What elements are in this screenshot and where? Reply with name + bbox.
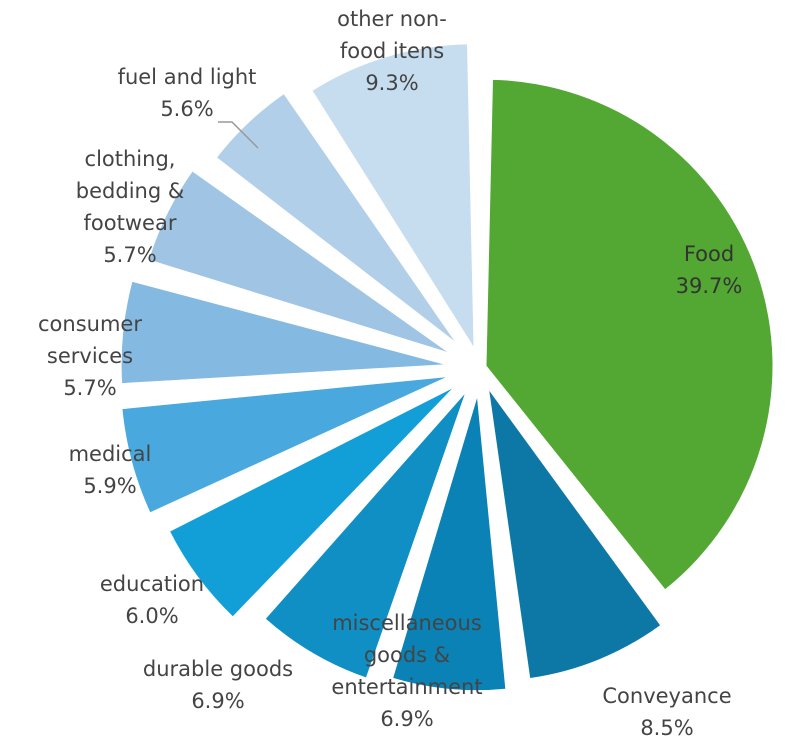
slice-category-label: fuel and light [118,65,257,89]
slice-value-label: 39.7% [676,274,743,298]
slice-value-label: 5.7% [63,376,116,400]
pie-slice [265,394,465,678]
slice-category-label: other non- [337,7,447,31]
slice-value-label: 5.9% [83,474,136,498]
slice-category-label: services [47,344,133,368]
slice-category-label: footwear [84,211,177,235]
slice-category-label: consumer [38,312,142,336]
slice-category-label: education [100,572,204,596]
pie-slice [486,79,773,590]
slice-category-label: Conveyance [602,684,731,708]
slice-value-label: 5.7% [103,243,156,267]
slice-value-label: 9.3% [365,71,418,95]
slice-category-label: food itens [340,39,444,63]
slice-category-label: clothing, [85,147,176,171]
slice-category-label: entertainment [331,675,482,699]
slice-category-label: miscellaneous [332,611,482,635]
pie-slice [170,388,453,617]
pie-slice [393,398,506,691]
pie-slice [149,171,448,352]
pie-slice [122,377,446,513]
slice-category-label: goods & [364,643,450,667]
slice-value-label: 6.9% [191,689,244,713]
slice-category-label: medical [69,442,152,466]
slice-category-label: Food [684,242,734,266]
pie-slice [217,94,455,341]
slice-value-label: 5.6% [160,97,213,121]
slice-value-label: 6.0% [125,604,178,628]
pie-slice [312,44,474,347]
slice-value-label: 6.9% [380,707,433,731]
slice-category-label: bedding & [76,179,184,203]
slice-category-label: durable goods [143,657,293,681]
slice-value-label: 8.5% [640,716,693,740]
leader-line [218,121,259,149]
pie-slice [121,281,444,384]
pie-slice [489,390,661,678]
